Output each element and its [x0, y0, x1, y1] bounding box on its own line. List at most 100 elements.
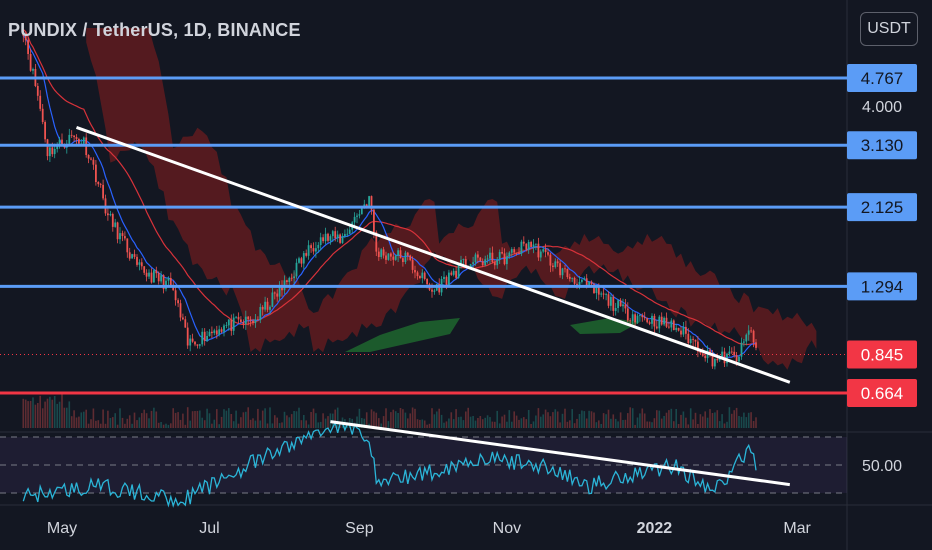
candle-body: [220, 329, 223, 332]
volume-bar: [670, 408, 673, 428]
volume-bar: [37, 403, 39, 428]
candle-body: [327, 233, 329, 241]
candle-body: [385, 255, 387, 260]
volume-bar: [665, 412, 668, 428]
candle-body: [128, 252, 131, 259]
volume-bar: [75, 417, 78, 428]
candle-body: [474, 254, 477, 263]
candle-body: [252, 320, 254, 324]
volume-bar: [743, 412, 745, 428]
candle-body: [714, 358, 716, 367]
volume-bar: [438, 408, 440, 428]
candle-body: [114, 222, 117, 227]
volume-bar: [218, 424, 220, 428]
candle-body: [605, 294, 607, 295]
candle-body: [46, 139, 49, 157]
candle-body: [298, 258, 300, 263]
volume-bar: [22, 398, 25, 428]
volume-bar: [53, 396, 56, 428]
volume-bar: [750, 412, 752, 428]
candle-body: [672, 320, 675, 330]
candle-body: [373, 209, 375, 233]
candle-body: [53, 149, 56, 155]
candle-body: [244, 316, 247, 325]
price-level-label-box: [847, 64, 917, 92]
volume-bar: [397, 413, 399, 428]
volume-bar: [392, 409, 395, 428]
candle-body: [189, 338, 192, 346]
candle-body: [745, 334, 748, 342]
candle-body: [70, 134, 73, 136]
candle-body: [73, 135, 75, 137]
candle-body: [537, 243, 540, 258]
volume-bar: [704, 411, 706, 428]
volume-bar: [723, 423, 726, 428]
candle-body: [232, 317, 235, 331]
candle-body: [307, 245, 310, 256]
candle-body: [646, 318, 649, 323]
candle-body: [597, 286, 600, 295]
candle-body: [196, 344, 199, 346]
volume-bar: [390, 412, 392, 428]
volume-bar: [145, 413, 148, 428]
candle-body: [140, 262, 143, 267]
candle-body: [469, 264, 472, 268]
candle-body: [552, 265, 554, 267]
candle-body: [658, 316, 661, 329]
volume-bar: [731, 413, 733, 428]
candle-body: [148, 272, 150, 277]
candle-body: [160, 275, 162, 282]
currency-selector-button[interactable]: USDT: [860, 12, 918, 46]
volume-bar: [452, 419, 455, 428]
candle-body: [87, 155, 90, 159]
volume-bar: [334, 409, 336, 428]
volume-bar: [610, 418, 612, 428]
candle-body: [344, 234, 346, 236]
candle-body: [227, 319, 230, 326]
volume-bar: [73, 410, 75, 428]
candle-body: [566, 268, 569, 277]
volume-bar: [682, 411, 685, 428]
price-levels[interactable]: [0, 76, 847, 395]
candle-body: [174, 290, 177, 301]
volume-bar: [627, 413, 629, 428]
candle-body: [484, 259, 487, 266]
candle-body: [290, 277, 293, 279]
candle-body: [653, 315, 656, 327]
volume-bar: [537, 408, 540, 428]
volume-bar: [264, 408, 266, 428]
candle-body: [324, 233, 327, 242]
volume-bar: [121, 417, 124, 428]
volume-bar: [416, 419, 419, 428]
volume-bar: [51, 399, 54, 428]
volume-bar: [702, 416, 704, 428]
price-level-label: 0.664: [861, 384, 904, 403]
candle-body: [452, 270, 455, 275]
price-level-label: 1.294: [861, 277, 904, 296]
volume-bar: [658, 410, 661, 428]
candle-body: [58, 139, 61, 145]
volume-bar: [128, 415, 131, 428]
volume-bar: [503, 414, 506, 428]
candle-body: [493, 262, 496, 266]
price-level-label-box: [847, 340, 917, 369]
volume-bar: [34, 404, 37, 428]
candle-body: [213, 330, 216, 333]
candle-body: [527, 242, 530, 250]
volume-bar: [307, 424, 310, 428]
volume-bar: [711, 413, 714, 428]
price-trendline[interactable]: [75, 125, 791, 384]
candle-body: [503, 253, 506, 265]
price-level-label-box: [847, 272, 917, 301]
candle-body: [131, 254, 133, 259]
volume-bar: [109, 418, 112, 428]
volume-bar: [92, 408, 95, 428]
candle-body: [450, 272, 453, 275]
volume-bar: [225, 410, 228, 428]
volume-bar: [699, 414, 702, 428]
candle-body: [24, 35, 27, 41]
candle-body: [334, 231, 337, 239]
volume-bar: [206, 408, 208, 428]
volume-bar: [339, 424, 341, 428]
